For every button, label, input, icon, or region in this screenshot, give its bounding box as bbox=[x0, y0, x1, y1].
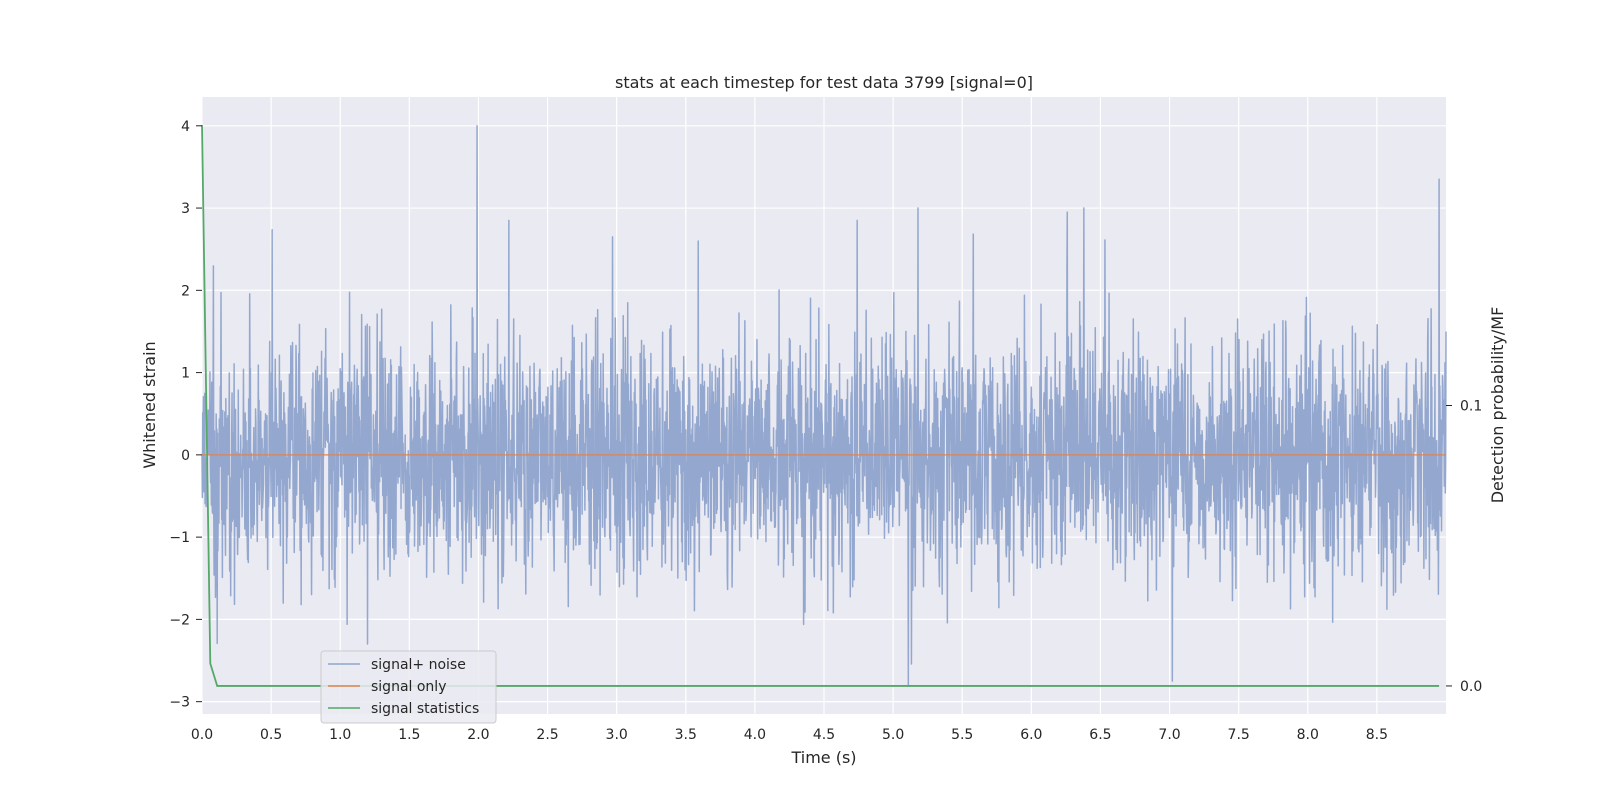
x-tick-label: 5.0 bbox=[882, 727, 904, 743]
legend-label-signal-statistics: signal statistics bbox=[371, 701, 479, 717]
x-tick-label: 0.0 bbox=[191, 727, 213, 743]
x-tick-label: 5.5 bbox=[951, 727, 973, 743]
y-tick-label: 0 bbox=[181, 448, 190, 464]
x-tick-label: 8.5 bbox=[1366, 727, 1388, 743]
y-tick-label: 2 bbox=[181, 283, 190, 299]
y-tick-label: −1 bbox=[169, 530, 190, 546]
y-tick-label: −3 bbox=[169, 695, 190, 711]
x-tick-label: 3.0 bbox=[606, 727, 628, 743]
y2-tick-label: 0.1 bbox=[1460, 399, 1482, 415]
x-tick-label: 4.5 bbox=[813, 727, 835, 743]
y-tick-label: 3 bbox=[181, 201, 190, 217]
y-axis-label: Whitened strain bbox=[140, 341, 159, 468]
y-ticks: 4 3 2 1 0 −1 −2 −3 bbox=[169, 119, 202, 711]
series-line-signal-noise bbox=[201, 125, 1447, 686]
y-tick-label: −2 bbox=[169, 612, 190, 628]
x-tick-label: 7.5 bbox=[1228, 727, 1250, 743]
x-tick-label: 8.0 bbox=[1297, 727, 1319, 743]
series-signal-statistics bbox=[201, 125, 1440, 687]
legend-label-signal-noise: signal+ noise bbox=[371, 657, 466, 673]
series-line-signal-statistics bbox=[201, 125, 1440, 687]
y-tick-label: 4 bbox=[181, 119, 190, 135]
x-tick-label: 7.0 bbox=[1158, 727, 1180, 743]
y-tick-label: 1 bbox=[181, 366, 190, 382]
legend: signal+ noise signal only signal statist… bbox=[320, 650, 497, 724]
legend-label-signal-only: signal only bbox=[371, 679, 446, 695]
x-tick-label: 2.0 bbox=[467, 727, 489, 743]
x-axis-label: Time (s) bbox=[790, 748, 856, 767]
x-ticks: 0.0 0.5 1.0 1.5 2.0 2.5 3.0 3.5 4.0 4.5 5.0 5.5 6.0 6… bbox=[191, 727, 1388, 743]
x-tick-label: 6.0 bbox=[1020, 727, 1042, 743]
x-tick-label: 1.5 bbox=[398, 727, 420, 743]
y2-tick-label: 0.0 bbox=[1460, 679, 1482, 695]
x-tick-label: 2.5 bbox=[536, 727, 558, 743]
x-tick-label: 4.0 bbox=[744, 727, 766, 743]
legend-box bbox=[320, 650, 497, 724]
chart-title: stats at each timestep for test data 379… bbox=[615, 73, 1033, 92]
y2-axis-label: Detection probability/MF bbox=[1488, 307, 1507, 504]
y2-ticks: 0.1 0.0 bbox=[1446, 399, 1482, 695]
x-tick-label: 0.5 bbox=[260, 727, 282, 743]
series-signal-noise bbox=[201, 125, 1447, 686]
x-tick-label: 1.0 bbox=[329, 727, 351, 743]
x-tick-label: 3.5 bbox=[675, 727, 697, 743]
x-tick-label: 6.5 bbox=[1089, 727, 1111, 743]
